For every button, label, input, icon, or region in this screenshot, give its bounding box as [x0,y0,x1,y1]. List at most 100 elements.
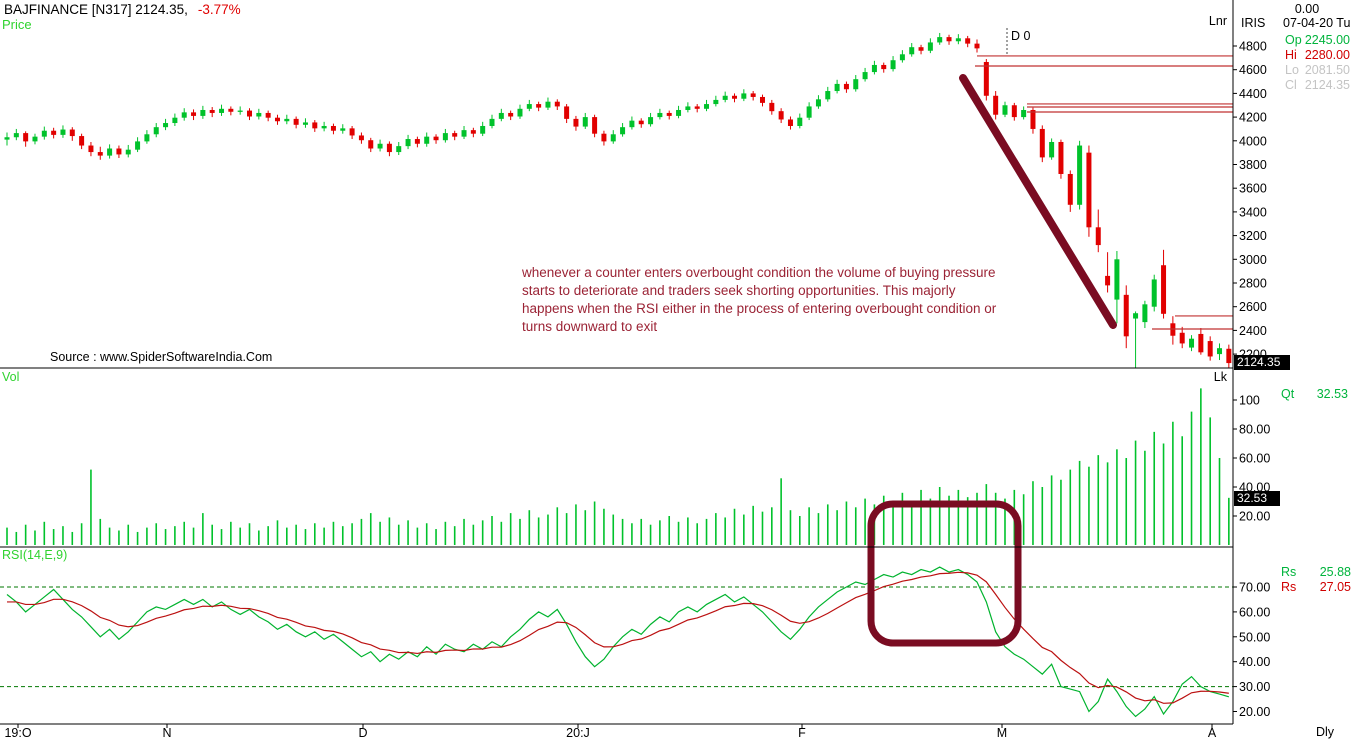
scale-type-label[interactable]: Lnr [1208,14,1227,28]
candle-body [4,137,10,140]
rsi-signal-label: Rs [1281,580,1297,594]
price-axis-label: 2800 [1239,277,1267,291]
date-axis-label: 20:J [566,726,590,740]
volume-axis-label: 80.00 [1239,423,1270,437]
price-axis-label: 3600 [1239,182,1267,196]
price-axis-label: 4800 [1239,40,1267,54]
candle-body [890,60,896,70]
candle-body [993,95,999,115]
candle-body [442,133,448,141]
volume-axis-label: 20.00 [1239,510,1270,524]
candle-body [657,112,663,118]
candle-body [396,146,402,153]
analyst-annotation: whenever a counter enters overbought con… [522,264,1042,336]
open-value: 2245.00 [1304,33,1350,47]
candle-body [386,143,392,153]
candle-body [1142,304,1148,323]
rsi-line [6,566,1230,718]
rsi-signal-value: 27.05 [1319,580,1351,594]
high-label: Hi [1285,48,1297,62]
candle-body [116,148,122,155]
candle-body [750,93,756,97]
price-axis-label: 4600 [1239,63,1267,77]
rsi-label: Rs [1281,565,1297,579]
candle-body [937,37,943,43]
candle-body [1095,227,1101,246]
date-axis-label: F [798,726,806,740]
candle-body [741,93,747,99]
quote-row-low: Lo 2081.50 [1285,63,1350,77]
candle-body [247,110,253,117]
rsi-axis-label: 70.00 [1239,581,1270,595]
candle-body [815,99,821,107]
candle-body [219,108,225,113]
candle-body [265,112,271,118]
candle-body [601,133,607,142]
candle-body [256,112,262,117]
candle-body [592,117,598,134]
candle-body [321,125,327,129]
price-axis-label: 4000 [1239,134,1267,148]
candle-body [685,106,691,110]
candle-body [778,111,784,120]
candle-body [638,120,644,125]
symbol-title: BAJFINANCE [N317] 2124.35, [4,2,188,17]
timeframe-label[interactable]: Dly [1316,725,1335,739]
candle-body [825,91,831,100]
date-axis-label: 19:O [4,726,31,740]
rsi-axis-label: 30.00 [1239,680,1270,694]
candle-body [508,112,514,117]
candle-body [610,134,616,142]
candle-body [191,112,197,116]
candle-body [302,122,308,125]
rsi-signal-row: Rs 27.05 [1281,580,1351,594]
candle-body [545,101,551,108]
open-label: Op [1285,33,1302,47]
candle-body [368,140,374,149]
annotation-line: turns downward to exit [522,319,658,334]
qt-label: Qt [1281,387,1295,401]
annotation-line: happens when the RSI either in the proce… [522,301,997,316]
candle-body [41,130,47,137]
candle-body [181,112,187,118]
candle-body [480,125,486,134]
volume-axis-label: 100 [1239,394,1260,408]
candle-body [536,104,542,108]
candle-body [1114,259,1120,300]
drawing-cursor-label: D 0 [1011,29,1031,43]
candle-body [452,133,458,137]
change-percent: -3.77% [197,2,241,17]
candle-body [405,139,411,147]
candle-body [862,72,868,80]
candle-body [88,145,94,153]
candle-body [582,117,588,127]
candle-body [200,109,206,116]
quote-date: 07-04-20 Tu [1283,16,1351,30]
candle-body [955,38,961,42]
rsi-signal-line [7,571,1229,704]
candle-body [69,129,75,137]
candle-body [358,135,364,141]
candle-body [1021,109,1027,118]
candle-body [163,123,169,128]
rsi-axis-label: 50.00 [1239,630,1270,644]
candle-body [871,64,877,73]
candle-body [13,133,19,138]
last-price-badge: 2124.35 [1234,355,1290,370]
highlight-box [867,500,1022,647]
date-axis-label: A [1208,726,1217,740]
candle-body [526,104,532,109]
quote-row-open: Op 2245.00 [1285,33,1350,47]
source-credit: Source : www.SpiderSoftwareIndia.Com [50,350,273,364]
candle-body [424,136,430,144]
candle-body [1189,338,1195,348]
candle-body [237,110,243,112]
candle-body [769,102,775,112]
candle-body [1226,348,1232,364]
candle-body [1198,333,1204,353]
candle-body [23,133,29,142]
lock-label[interactable]: Lk [1213,370,1227,384]
low-value: 2081.50 [1304,63,1350,77]
candle-body [461,130,467,137]
